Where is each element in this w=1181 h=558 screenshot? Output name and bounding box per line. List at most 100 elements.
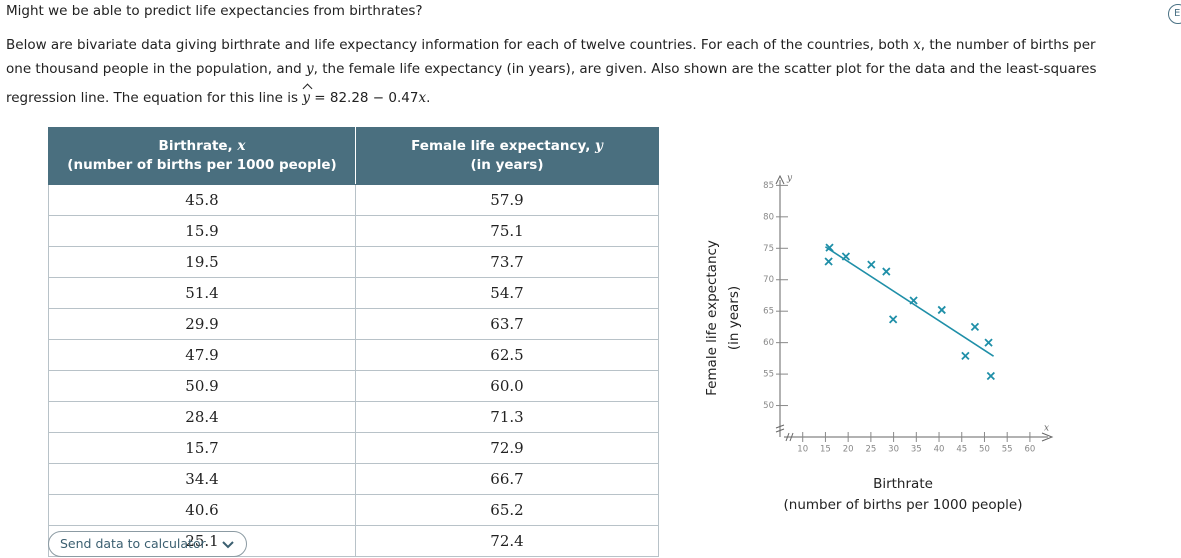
table-row: 40.6 65.2: [48, 494, 659, 526]
table-cell: 47.9: [48, 339, 356, 371]
data-point: [882, 267, 891, 276]
x-tick-label: 30: [888, 445, 899, 455]
table-cell: 50.9: [48, 370, 356, 402]
data-point: [841, 252, 851, 261]
table-row: 28.4 71.3: [48, 401, 659, 433]
intro-text: , the number of births per: [920, 37, 1096, 53]
math-variable: x: [418, 90, 427, 106]
y-tick-label: 70: [763, 275, 774, 285]
data-point: [984, 338, 993, 347]
header-variable: y: [595, 138, 603, 154]
y-axis: [775, 174, 785, 437]
table-cell: 34.4: [48, 463, 356, 495]
y-tick-label: 80: [763, 212, 774, 222]
y-tick-label: 60: [763, 338, 774, 348]
column-header: Birthrate, x (number of births per 1000 p…: [48, 127, 356, 185]
table-cell: 60.0: [355, 370, 659, 402]
table-cell: 45.8: [48, 184, 356, 216]
y-tick-label: 85: [763, 181, 774, 191]
x-tick-label: 10: [797, 445, 808, 455]
x-tick-label: 40: [934, 445, 945, 455]
table-cell: 54.7: [355, 277, 659, 309]
table-cell: 15.9: [48, 215, 356, 247]
table-row: 19.5 73.7: [48, 246, 659, 278]
table-cell: 63.7: [355, 308, 659, 340]
header-title: Birthrate,: [158, 138, 238, 154]
table-row: 15.9 75.1: [48, 215, 659, 247]
intro-text: = 82.28 − 0.47: [309, 90, 419, 106]
column-header: Female life expectancy, y (in years): [355, 127, 659, 185]
intro-text: one thousand people in the population, a…: [6, 61, 307, 77]
table-row: 50.9 60.0: [48, 370, 659, 402]
table-cell: 40.6: [48, 494, 356, 526]
table-cell: 72.4: [355, 525, 659, 557]
table-cell: 19.5: [48, 246, 356, 278]
x-tick-label: 20: [843, 445, 854, 455]
table-cell: 73.7: [355, 246, 659, 278]
intro-line: regression line. The equation for this l…: [6, 90, 430, 106]
math-variable: x: [913, 37, 921, 53]
x-axis: [784, 432, 1054, 442]
data-point: [889, 315, 898, 324]
x-tick-label: 50: [979, 445, 990, 455]
x-axis-label: (number of births per 1000 people): [784, 497, 1023, 513]
data-point: [970, 322, 980, 332]
axis-break: [775, 424, 794, 442]
intro-text: .: [426, 90, 431, 106]
table-row: 34.4 66.7: [48, 463, 659, 495]
table-cell: 51.4: [48, 277, 356, 309]
x-axis-label: Birthrate: [873, 476, 933, 492]
button-label: Send data to calculator: [60, 536, 206, 551]
x-axis-symbol: x: [1044, 424, 1049, 434]
table-cell: 72.9: [355, 432, 659, 464]
data-point: [824, 257, 833, 266]
math-variable: y: [306, 61, 314, 77]
send-data-button[interactable]: Send data to calculator: [48, 531, 247, 557]
y-tick-label: 75: [763, 244, 774, 254]
y-axis-label: Female life expectancy: [704, 240, 720, 396]
corner-badge[interactable]: E: [1168, 4, 1181, 24]
data-point: [909, 296, 918, 305]
header-row: Birthrate, x (number of births per 1000 p…: [48, 127, 659, 185]
header-variable: x: [237, 138, 246, 154]
data-point: [986, 371, 995, 381]
intro-text: , the female life expectancy (in years),…: [313, 61, 1097, 77]
regression-line: [825, 246, 994, 357]
math-variable: y: [302, 90, 310, 106]
header-title: Female life expectancy,: [411, 138, 596, 154]
intro-line: one thousand people in the population, a…: [6, 61, 1096, 77]
header-subtitle: (in years): [470, 157, 544, 173]
x-tick-label: 25: [865, 445, 876, 455]
table-row: 15.7 72.9: [48, 432, 659, 464]
table-cell: 66.7: [355, 463, 659, 495]
question: Might we be able to predict life expecta…: [6, 3, 423, 19]
table-cell: 65.2: [355, 494, 659, 526]
table-body: 45.8 57.9 15.9 75.1 19.5 73.7 51.4 54.7 29.9 63.7…: [48, 184, 659, 557]
intro-text: Below are bivariate data giving birthrat…: [6, 37, 914, 53]
chevron: [222, 541, 234, 549]
x-tick-label: 60: [1024, 445, 1035, 455]
intro-line: Below are bivariate data giving birthrat…: [6, 37, 1096, 53]
y-axis-symbol: y: [786, 174, 793, 184]
table-cell: 28.4: [48, 401, 356, 433]
data-point: [961, 351, 970, 360]
table-row: 51.4 54.7: [48, 277, 659, 309]
table-cell: 57.9: [355, 184, 659, 216]
table-cell: 29.9: [48, 308, 356, 340]
y-tick-label: 65: [763, 307, 774, 317]
table-row: 45.8 57.9: [48, 184, 659, 216]
data-table: Birthrate, x (number of births per 1000 p…: [48, 127, 659, 557]
table-row: 47.9 62.5: [48, 339, 659, 371]
y-tick-label: 55: [763, 370, 774, 380]
table-row: 29.9 63.7: [48, 308, 659, 340]
data-point: [937, 305, 946, 315]
table-cell: 62.5: [355, 339, 659, 371]
data-point: [867, 260, 876, 269]
x-tick-label: 55: [1002, 445, 1013, 455]
y-tick-label: 50: [763, 401, 774, 411]
intro-text: regression line. The equation for this l…: [6, 90, 303, 106]
y-axis-label: (in years): [726, 286, 742, 350]
x-tick-label: 15: [820, 445, 831, 455]
data-point: [825, 243, 834, 252]
